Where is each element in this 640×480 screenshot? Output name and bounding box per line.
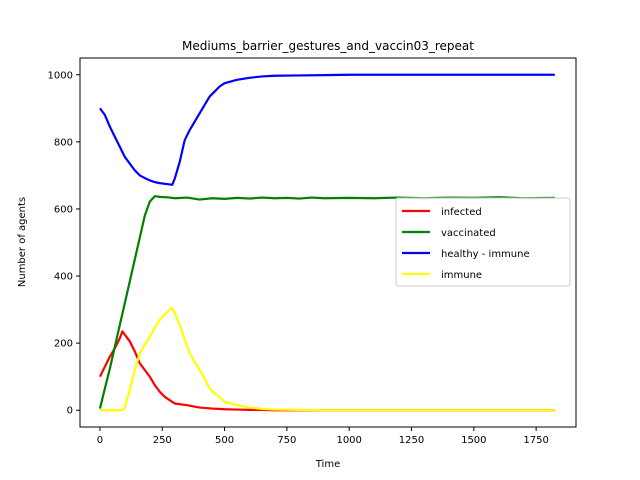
chart-title: Mediums_barrier_gestures_and_vaccin03_re… <box>182 39 474 53</box>
y-tick-label: 0 <box>67 406 73 417</box>
y-tick-label: 1000 <box>48 70 73 81</box>
series-line-immune <box>99 306 555 412</box>
x-tick-label: 1500 <box>461 435 486 446</box>
legend-label: healthy - immune <box>441 249 530 260</box>
axes-frame <box>79 57 577 428</box>
series-line-healthy-immune <box>99 73 555 186</box>
x-axis: 0 250 500 750 1000 1250 1500 1750 <box>97 427 549 446</box>
y-tick-label: 600 <box>54 204 73 215</box>
y-axis: 0 200 400 600 800 1000 <box>48 70 80 417</box>
x-tick-label: 1000 <box>336 435 361 446</box>
x-tick-label: 0 <box>97 435 103 446</box>
x-tick-label: 750 <box>277 435 296 446</box>
legend-label: vaccinated <box>441 228 496 239</box>
x-tick-label: 1750 <box>523 435 548 446</box>
y-tick-label: 800 <box>54 137 73 148</box>
legend-label: immune <box>441 270 482 281</box>
legend: infected vaccinated healthy - immune immune <box>395 197 571 287</box>
x-tick-label: 500 <box>215 435 234 446</box>
x-axis-label: Time <box>315 459 340 470</box>
y-tick-label: 200 <box>54 339 73 350</box>
legend-box <box>395 197 571 287</box>
x-tick-label: 1250 <box>399 435 424 446</box>
y-tick-label: 400 <box>54 272 73 283</box>
y-axis-label: Number of agents <box>17 197 28 287</box>
legend-label: infected <box>441 207 482 218</box>
x-tick-label: 250 <box>153 435 172 446</box>
